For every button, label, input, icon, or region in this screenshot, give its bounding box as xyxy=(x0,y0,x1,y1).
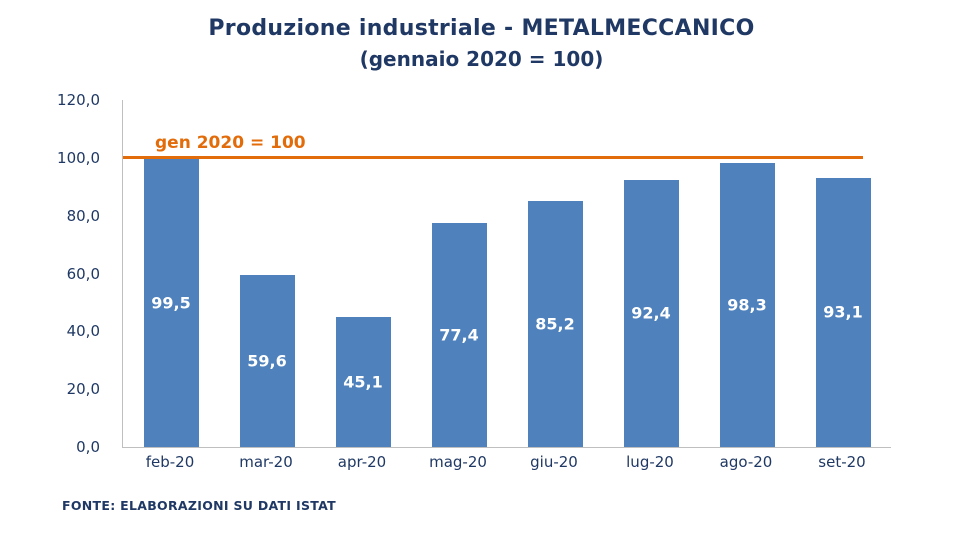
bar: 92,4 xyxy=(623,179,679,447)
bar: 99,5 xyxy=(143,159,199,447)
bar-value-label: 59,6 xyxy=(247,351,287,371)
y-tick-label: 60,0 xyxy=(66,264,100,283)
x-tick-label: set-20 xyxy=(818,453,866,471)
bar-slot: 98,3 xyxy=(699,100,795,447)
chart-header: Produzione industriale - METALMECCANICO … xyxy=(0,16,963,71)
y-tick-label: 120,0 xyxy=(57,91,100,109)
x-tick-label: ago-20 xyxy=(719,453,773,471)
y-tick-label: 40,0 xyxy=(66,322,100,341)
bar: 45,1 xyxy=(335,316,391,447)
bar-value-label: 98,3 xyxy=(727,295,767,315)
bar-slot: 45,1 xyxy=(315,100,411,447)
x-tick-label: lug-20 xyxy=(626,453,674,471)
bar: 77,4 xyxy=(431,223,487,447)
bar: 98,3 xyxy=(719,162,775,447)
chart-title: Produzione industriale - METALMECCANICO xyxy=(208,16,755,41)
reference-line xyxy=(123,155,863,159)
bar-series: 99,5 59,6 45,1 77,4 85,2 92,4 98,3 93,1 xyxy=(123,100,891,447)
bar-value-label: 92,4 xyxy=(631,303,671,323)
x-tick-label: mag-20 xyxy=(429,453,487,471)
source-note: FONTE: ELABORAZIONI SU DATI ISTAT xyxy=(62,498,336,513)
bar-value-label: 93,1 xyxy=(823,302,863,322)
y-tick-label: 100,0 xyxy=(57,148,100,167)
x-tick-label: apr-20 xyxy=(337,453,387,471)
y-tick-label: 20,0 xyxy=(66,380,100,399)
plot-area: 99,5 59,6 45,1 77,4 85,2 92,4 98,3 93,1 gen 202… xyxy=(122,100,891,448)
x-tick-label: feb-20 xyxy=(145,453,195,471)
y-tick-label: 80,0 xyxy=(66,206,100,225)
bar-value-label: 99,5 xyxy=(151,293,191,313)
x-tick-label: mar-20 xyxy=(239,453,293,471)
bar: 93,1 xyxy=(815,177,871,447)
x-axis: feb-20 mar-20 apr-20 mag-20 giu-20 lug-20 ago-… xyxy=(122,453,890,471)
bar: 59,6 xyxy=(239,274,295,447)
bar-slot: 92,4 xyxy=(603,100,699,447)
x-tick-label: giu-20 xyxy=(530,453,578,471)
bar-value-label: 85,2 xyxy=(535,314,575,334)
y-axis: 0,0 20,0 40,0 60,0 80,0 100,0 120,0 xyxy=(30,91,100,456)
chart-subtitle: (gennaio 2020 = 100) xyxy=(359,47,604,71)
bar-slot: 85,2 xyxy=(507,100,603,447)
bar-slot: 77,4 xyxy=(411,100,507,447)
bar-value-label: 77,4 xyxy=(439,325,479,345)
reference-line-label: gen 2020 = 100 xyxy=(155,132,306,153)
bar-slot: 59,6 xyxy=(219,100,315,447)
bar-value-label: 45,1 xyxy=(343,372,383,392)
bar-slot: 93,1 xyxy=(795,100,891,447)
bar-slot: 99,5 xyxy=(123,100,219,447)
bar: 85,2 xyxy=(527,200,583,447)
y-tick-label: 0,0 xyxy=(76,438,100,456)
